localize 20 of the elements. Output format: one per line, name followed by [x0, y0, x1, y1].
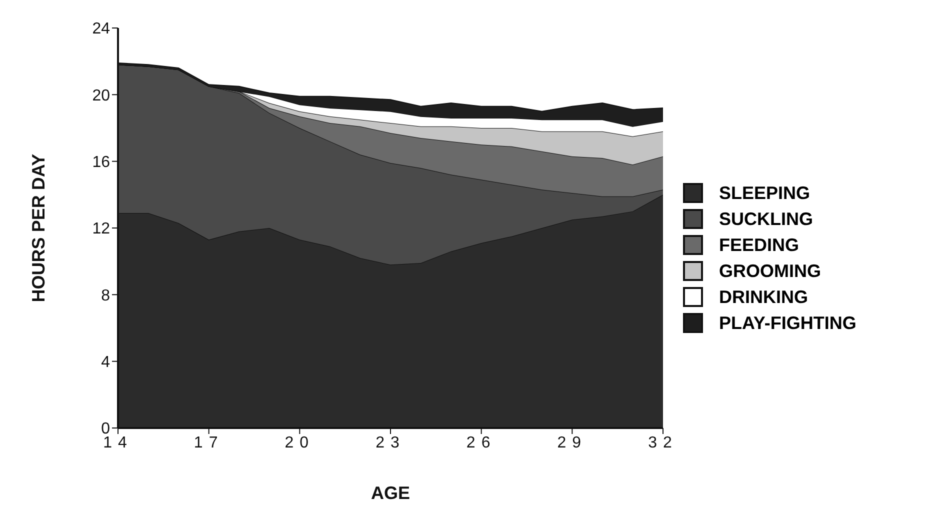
- y-tick-label: 4: [101, 354, 110, 372]
- x-tick-label: 20: [284, 434, 315, 452]
- x-tick-label: 32: [648, 434, 678, 452]
- legend-label: SLEEPING: [719, 182, 810, 204]
- y-tick-label: 16: [92, 154, 110, 172]
- y-tick-label: 12: [92, 220, 110, 238]
- x-axis-title: AGE: [370, 482, 410, 503]
- x-tick-label: 23: [376, 434, 406, 452]
- y-tick-label: 20: [92, 87, 110, 104]
- legend-label: PLAY-FIGHTING: [719, 312, 856, 334]
- y-axis-title: HOURS PER DAY: [28, 154, 48, 302]
- y-tick-label: 24: [92, 20, 110, 38]
- x-tick-label: 29: [557, 434, 588, 452]
- legend-label: DRINKING: [719, 286, 808, 308]
- legend-label: SUCKLING: [719, 208, 813, 230]
- x-tick-label: 26: [466, 434, 496, 452]
- y-tick-label: 8: [101, 287, 110, 304]
- x-tick-label: 17: [194, 434, 224, 452]
- legend-label: GROOMING: [719, 260, 821, 282]
- legend-label: FEEDING: [719, 234, 800, 256]
